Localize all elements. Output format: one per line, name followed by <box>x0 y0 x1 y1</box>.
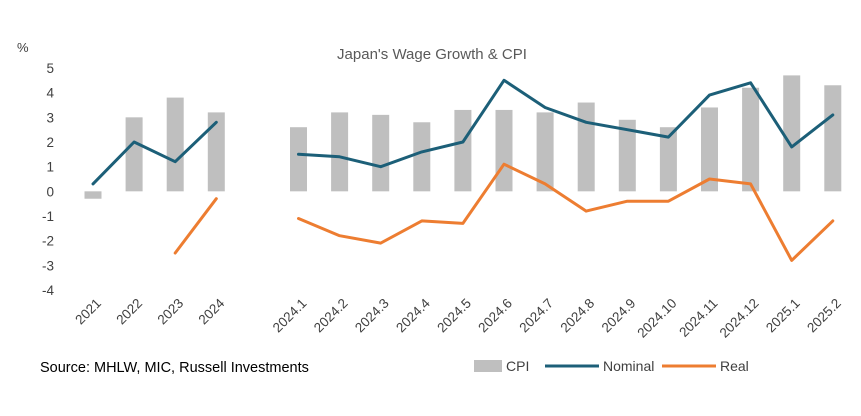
x-tick-label: 2025.1 <box>763 296 803 336</box>
x-tick-label: 2024.11 <box>676 296 720 340</box>
y-tick-label: 0 <box>46 184 54 199</box>
legend-label-cpi: CPI <box>506 358 529 374</box>
x-tick-label: 2025.2 <box>804 296 844 336</box>
cpi-bar <box>84 191 102 199</box>
x-axis-ticks: 2021 2022 2023 2024 2024.1 2024.2 2024.3 2024.4… <box>72 295 844 340</box>
real-line-segment <box>297 162 835 262</box>
cpi-bar <box>701 107 718 192</box>
cpi-bar <box>618 119 636 192</box>
x-tick-label: 2024.6 <box>475 296 515 336</box>
cpi-bar <box>207 112 225 192</box>
x-tick-label: 2024.9 <box>599 296 639 336</box>
y-tick-label: -1 <box>42 209 54 224</box>
nominal-line-segment <box>91 120 218 186</box>
y-tick-label: 3 <box>46 110 54 125</box>
cpi-bar <box>742 87 760 192</box>
series-lines <box>91 78 835 262</box>
x-tick-label: 2024.1 <box>270 296 310 336</box>
cpi-bar <box>372 114 390 192</box>
legend-label-real: Real <box>720 358 749 374</box>
y-tick-label: 1 <box>46 160 54 175</box>
y-tick-label: 2 <box>46 135 54 150</box>
cpi-bar <box>783 75 801 192</box>
x-tick-label: 2024 <box>196 295 228 327</box>
x-tick-label: 2024.3 <box>352 296 392 336</box>
y-tick-label: 4 <box>46 86 54 101</box>
x-tick-label: 2024.7 <box>516 296 556 336</box>
y-tick-label: -2 <box>42 234 54 249</box>
cpi-bar <box>577 102 595 192</box>
x-tick-label: 2022 <box>113 296 145 328</box>
cpi-bar <box>166 97 184 192</box>
cpi-bar <box>536 112 554 192</box>
source-note: Source: MHLW, MIC, Russell Investments <box>40 360 309 376</box>
real-line-segment <box>173 197 218 255</box>
y-tick-label: 5 <box>46 61 54 76</box>
x-tick-label: 2024.4 <box>393 295 433 335</box>
x-tick-label: 2024.5 <box>434 296 474 336</box>
x-tick-label: 2024.2 <box>311 296 351 336</box>
nominal-line-segment <box>297 78 835 169</box>
x-tick-label: 2024.12 <box>717 296 762 341</box>
x-tick-label: 2021 <box>72 296 104 328</box>
legend: CPI Nominal Real <box>474 358 749 374</box>
cpi-bar <box>824 85 842 192</box>
y-axis-unit: % <box>17 40 29 55</box>
x-tick-label: 2024.8 <box>558 296 598 336</box>
y-axis-ticks: 5 4 3 2 1 0 -1 -2 -3 -4 <box>42 61 55 298</box>
x-tick-label: 2023 <box>154 296 186 328</box>
cpi-bar <box>413 122 431 192</box>
y-tick-label: -4 <box>42 283 54 298</box>
cpi-bar <box>125 117 143 192</box>
cpi-bar <box>495 109 513 192</box>
legend-swatch-cpi <box>474 360 502 372</box>
cpi-bar <box>659 127 677 192</box>
legend-label-nominal: Nominal <box>603 358 654 374</box>
cpi-bar <box>331 112 349 192</box>
cpi-bars <box>84 75 842 199</box>
cpi-bar <box>290 127 307 192</box>
cpi-bar <box>454 109 472 192</box>
y-tick-label: -3 <box>42 258 54 273</box>
chart-title: Japan's Wage Growth & CPI <box>337 46 527 63</box>
x-tick-label: 2024.10 <box>634 296 679 341</box>
